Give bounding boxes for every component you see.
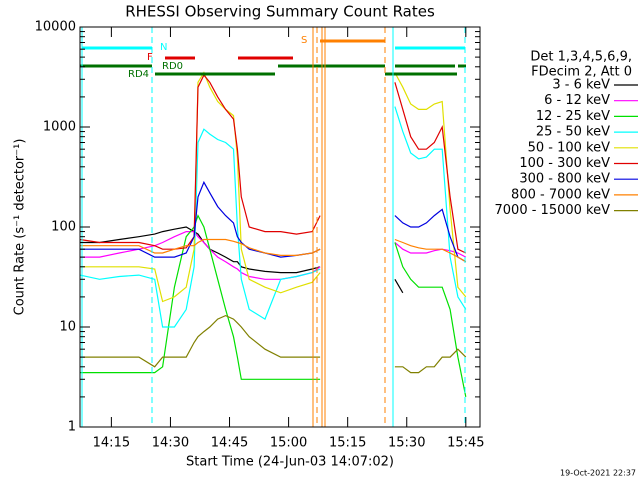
y-tick-label: 10 (59, 320, 76, 335)
annotation: F (147, 52, 153, 63)
series-line (79, 73, 467, 254)
annotation: RD0 (162, 61, 183, 72)
legend-label: 12 - 25 keV (536, 109, 610, 124)
timestamp: 19-Oct-2021 22:37 (560, 469, 636, 478)
legend-label: 50 - 100 keV (528, 140, 611, 155)
series-line (79, 106, 467, 328)
y-tick-label: 100 (51, 220, 76, 235)
legend-label: 300 - 800 keV (519, 172, 610, 187)
legend-label: 3 - 6 keV (552, 78, 610, 93)
legend-header: Det 1,3,4,5,6,9, (530, 50, 632, 65)
y-tick-label: 1 (68, 420, 76, 435)
x-tick-label: 14:15 (93, 436, 130, 451)
overlays: N F RD0 RD4 S (80, 27, 466, 427)
x-tick-label: 15:45 (447, 436, 484, 451)
x-tick-label: 15:00 (270, 436, 307, 451)
x-tick-label: 14:45 (211, 436, 248, 451)
chart-title: RHESSI Observing Summary Count Rates (125, 3, 435, 21)
legend-label: 100 - 300 keV (519, 156, 610, 171)
series-line (79, 180, 467, 263)
legend-header: FDecim 2, Att 0 (531, 65, 632, 80)
plot-area (79, 71, 467, 398)
legend-label: 7000 - 15000 keV (495, 203, 611, 218)
series-line (79, 214, 467, 398)
series-line (79, 238, 467, 263)
series-line (79, 71, 467, 303)
y-tick-label: 10000 (35, 20, 76, 35)
x-tick-label: 15:30 (388, 436, 425, 451)
x-tick-label: 14:30 (152, 436, 189, 451)
x-axis-label: Start Time (24-Jun-03 14:07:02) (186, 455, 394, 470)
y-axis-label: Count Rate (s⁻¹ detector⁻¹) (13, 139, 28, 316)
annotation: RD4 (128, 69, 149, 80)
legend-label: 25 - 50 keV (536, 125, 610, 140)
annotation: S (301, 35, 307, 46)
y-tick-label: 1000 (43, 120, 76, 135)
series-line (79, 314, 467, 374)
x-tick-label: 15:15 (329, 436, 366, 451)
legend-label: 6 - 12 keV (544, 93, 610, 108)
legend-label: 800 - 7000 keV (511, 187, 610, 202)
plot-frame (79, 26, 481, 428)
annotation: N (160, 42, 167, 53)
